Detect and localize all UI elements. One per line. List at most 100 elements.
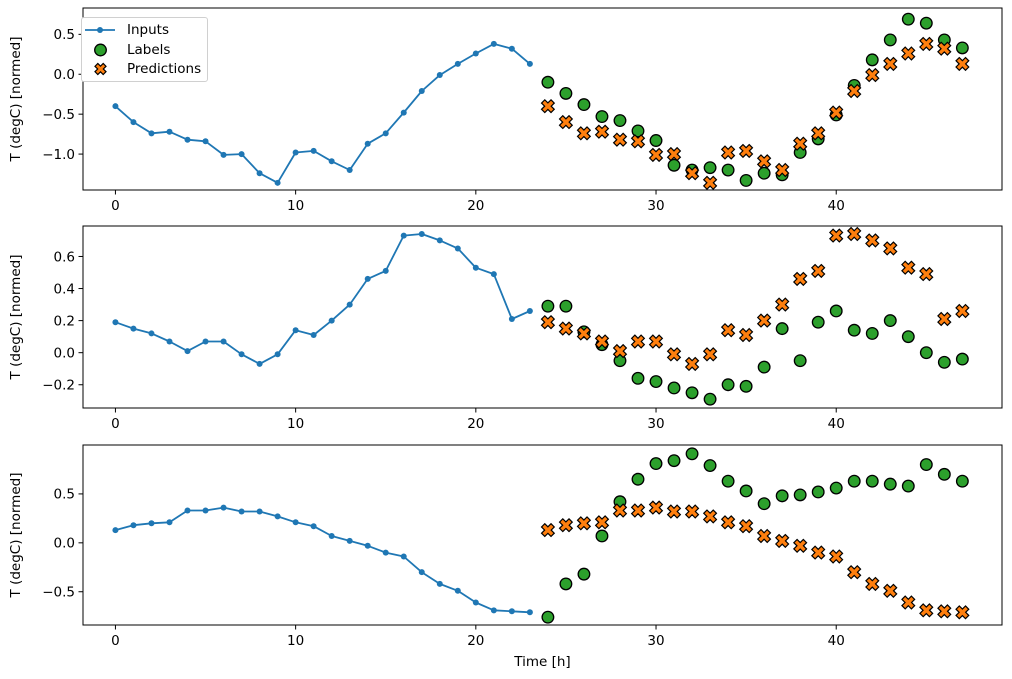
y-tick-label: 0.5	[54, 487, 75, 503]
predictions-point	[883, 583, 898, 599]
inputs-point	[148, 330, 155, 337]
inputs-point	[112, 527, 119, 534]
line-dot-marker-icon	[85, 23, 116, 37]
inputs-point	[256, 360, 263, 367]
inputs-point	[184, 136, 191, 143]
labels-point	[901, 479, 915, 493]
predictions-point	[937, 41, 952, 56]
inputs-point	[526, 609, 533, 616]
predictions-point	[720, 515, 736, 530]
labels-point	[739, 484, 753, 498]
inputs-point	[130, 522, 137, 529]
labels-point	[721, 163, 735, 177]
predictions-point	[792, 136, 808, 151]
x-tick-label: 0	[111, 198, 120, 214]
x-tick-label: 0	[111, 633, 120, 649]
inputs-point	[436, 72, 443, 79]
y-axis-label: T (degC) [normed]	[8, 255, 24, 381]
labels-point	[775, 489, 789, 503]
labels-point	[919, 458, 933, 472]
predictions-point	[901, 595, 916, 610]
labels-series	[541, 299, 969, 406]
predictions-point	[937, 604, 952, 619]
inputs-point	[148, 520, 155, 527]
predictions-point	[738, 518, 754, 534]
inputs-point	[256, 170, 263, 177]
predictions-point	[684, 165, 700, 181]
x-tick-label: 20	[467, 633, 484, 649]
predictions-point	[684, 356, 700, 372]
x-axis-label: Time [h]	[513, 654, 570, 670]
y-axis-label: T (degC) [normed]	[8, 37, 24, 163]
predictions-point	[720, 322, 736, 338]
inputs-point	[490, 40, 497, 47]
inputs-point	[364, 542, 371, 549]
inputs-point	[454, 587, 461, 594]
inputs-point	[238, 351, 245, 358]
inputs-point	[292, 519, 299, 526]
labels-point	[955, 41, 969, 55]
inputs-line	[115, 233, 531, 365]
predictions-point	[846, 226, 862, 242]
x-tick-label: 10	[287, 198, 304, 214]
predictions-point	[955, 303, 970, 319]
labels-point	[649, 457, 663, 471]
predictions-point	[666, 146, 682, 162]
labels-point	[955, 352, 969, 366]
x-tick-label: 20	[467, 416, 484, 432]
predictions-point	[955, 605, 970, 620]
predictions-point	[919, 36, 934, 52]
predictions-point	[738, 327, 754, 343]
labels-point	[703, 392, 717, 406]
labels-point	[541, 610, 555, 624]
inputs-point	[418, 88, 425, 95]
labels-point	[685, 447, 699, 461]
y-tick-label: −0.5	[42, 585, 75, 601]
circle-marker-icon	[85, 43, 116, 57]
predictions-point	[612, 503, 628, 518]
inputs-point	[310, 147, 317, 154]
inputs-point	[418, 231, 425, 238]
predictions-point	[810, 263, 826, 279]
labels-point	[559, 299, 573, 313]
labels-point	[811, 315, 825, 329]
inputs-point	[166, 128, 173, 135]
predictions-point	[756, 313, 772, 328]
predictions-point	[594, 124, 610, 139]
predictions-point	[720, 145, 736, 160]
inputs-point	[400, 232, 407, 239]
labels-point	[865, 326, 879, 340]
predictions-point	[937, 311, 952, 327]
labels-point	[865, 474, 879, 488]
labels-point	[883, 477, 897, 491]
x-axis-ticks: 0 10 20 30 40	[111, 625, 845, 649]
x-axis-ticks: 0 10 20 30 40	[111, 190, 845, 214]
labels-point	[721, 474, 735, 488]
inputs-point	[238, 508, 245, 515]
subplot-3: 0 10 20 30 40 0.5 0.0 −0.5 T (degC) [normed] Time…	[8, 444, 1003, 670]
inputs-point	[202, 507, 209, 514]
inputs-point	[202, 138, 209, 145]
labels-point	[865, 53, 879, 67]
y-tick-label: 0.2	[54, 313, 75, 329]
inputs-series	[112, 504, 533, 616]
inputs-point	[364, 140, 371, 147]
predictions-point	[576, 126, 592, 141]
labels-point	[577, 98, 591, 112]
predictions-point	[648, 334, 664, 349]
labels-point	[685, 386, 699, 400]
x-tick-label: 10	[287, 416, 304, 432]
labels-point	[595, 110, 609, 124]
labels-point	[631, 472, 645, 486]
predictions-point	[630, 134, 646, 149]
inputs-point	[202, 338, 209, 345]
inputs-point	[130, 325, 137, 332]
predictions-point	[828, 228, 844, 243]
plot-frame	[82, 444, 1003, 626]
predictions-point	[558, 517, 574, 533]
labels-point	[667, 158, 681, 172]
predictions-point	[558, 114, 574, 130]
predictions-point	[865, 576, 880, 592]
